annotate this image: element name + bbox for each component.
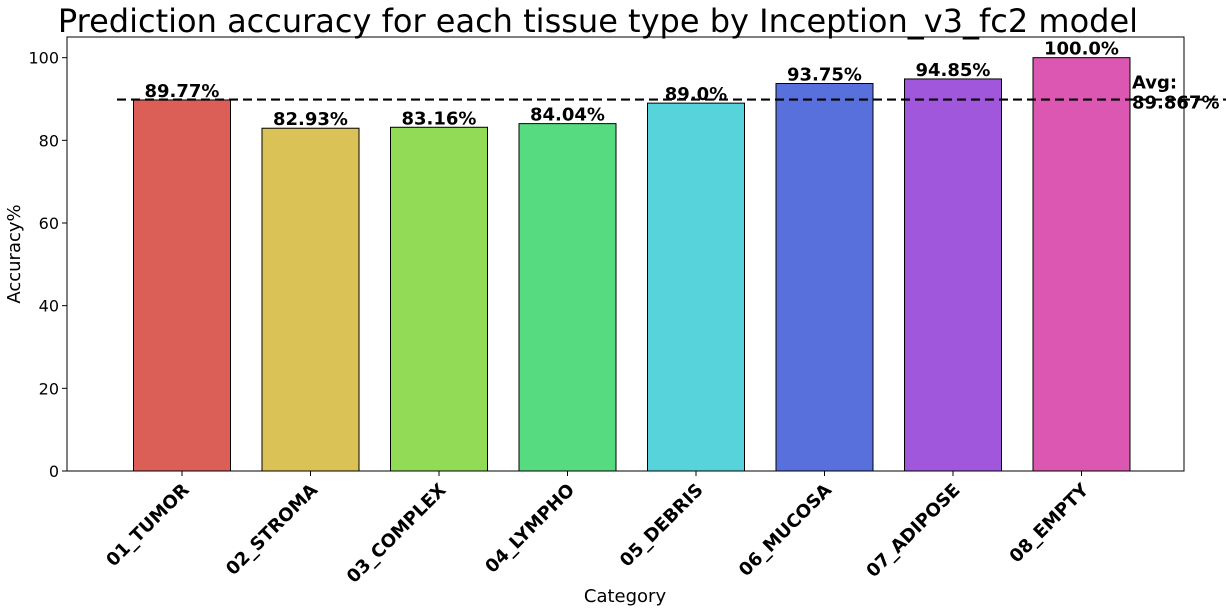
value-label-01_tumor: 89.77% xyxy=(145,81,220,102)
x-tick-label-06_mucosa: 06_MUCOSA xyxy=(735,480,836,581)
x-tick-label-03_complex: 03_COMPLEX xyxy=(343,480,451,588)
bar-02_stroma xyxy=(261,127,360,472)
value-label-02_stroma: 82.93% xyxy=(273,109,348,130)
bar-03_complex xyxy=(390,126,488,472)
y-tick-label-40: 40 xyxy=(39,297,59,316)
chart-title: Prediction accuracy for each tissue type… xyxy=(58,2,1138,40)
x-tick-label-05_debris: 05_DEBRIS xyxy=(616,480,708,572)
y-tick-label-0: 0 xyxy=(49,462,59,481)
value-label-07_adipose: 94.85% xyxy=(916,60,991,81)
x-tick-label-04_lympho: 04_LYMPHO xyxy=(481,480,579,578)
y-tick-label-20: 20 xyxy=(39,379,59,398)
value-label-05_debris: 89.0% xyxy=(665,84,727,105)
y-axis-title: Accuracy% xyxy=(4,204,25,303)
value-label-04_lympho: 84.04% xyxy=(530,105,605,126)
x-tick-label-01_tumor: 01_TUMOR xyxy=(102,480,193,571)
bar-07_adipose xyxy=(904,78,1002,472)
average-label-value: 89.867% xyxy=(1132,93,1220,114)
plot-area: 89.77% 01_TUMOR 82.93% 02_STROMA 83.16% 03_CO… xyxy=(28,36,1226,588)
bar-06_mucosa xyxy=(775,83,874,472)
x-tick-label-02_stroma: 02_STROMA xyxy=(222,480,322,580)
y-tick-label-80: 80 xyxy=(39,131,59,150)
plot-frame xyxy=(66,36,1185,472)
x-tick-label-08_empty: 08_EMPTY xyxy=(1006,479,1094,567)
bar-08_empty xyxy=(1032,57,1131,472)
value-label-03_complex: 83.16% xyxy=(402,108,477,129)
y-tick-label-100: 100 xyxy=(28,49,59,68)
bar-01_tumor xyxy=(133,99,231,472)
x-axis-title: Category xyxy=(584,586,667,607)
average-label-title: Avg: xyxy=(1132,73,1177,94)
value-label-08_empty: 100.0% xyxy=(1044,39,1119,60)
value-label-06_mucosa: 93.75% xyxy=(787,65,862,86)
y-tick-label-60: 60 xyxy=(39,214,59,233)
bar-05_debris xyxy=(647,102,745,472)
bar-04_lympho xyxy=(518,123,617,472)
x-tick-label-07_adipose: 07_ADIPOSE xyxy=(862,480,964,582)
